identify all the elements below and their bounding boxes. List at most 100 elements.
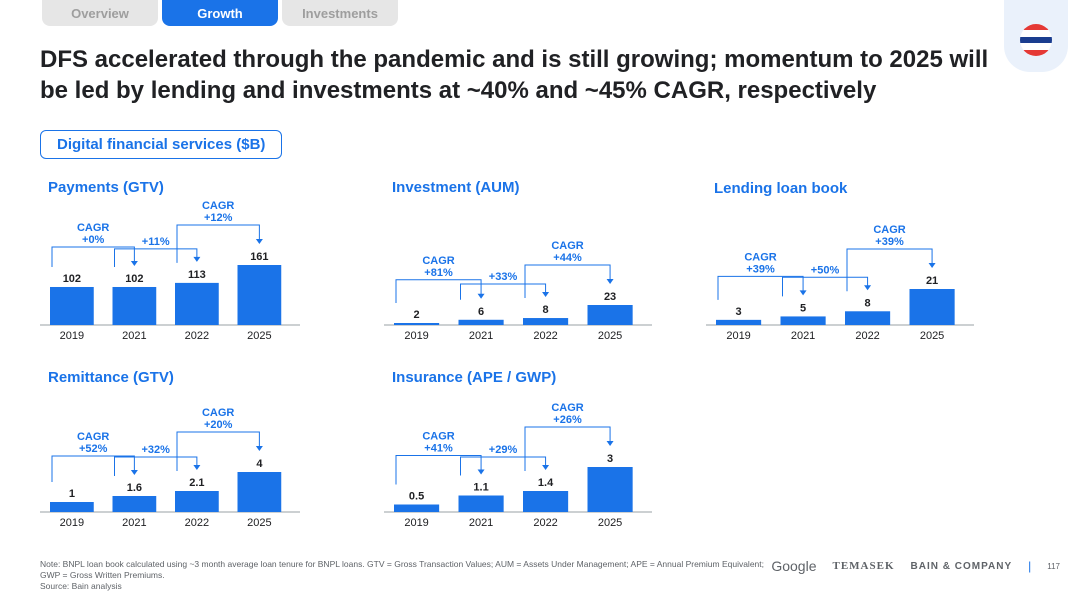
chart-title: Insurance (APE / GWP) xyxy=(392,369,556,386)
arrow-icon xyxy=(193,256,201,262)
data-label: 1.6 xyxy=(127,482,142,494)
logo-bar: Google TEMASEK BAIN & COMPANY | 117 xyxy=(771,558,1060,574)
arrow-icon xyxy=(606,441,614,446)
data-label: 113 xyxy=(188,269,206,281)
tab-overview[interactable]: Overview xyxy=(42,0,158,26)
arrow-icon xyxy=(130,260,138,266)
cagr-label: CAGR xyxy=(77,431,109,443)
flag-stripe xyxy=(1020,30,1052,37)
arrow-icon xyxy=(193,465,201,470)
tick-label: 2025 xyxy=(247,517,271,529)
cagr-label: CAGR xyxy=(422,255,454,267)
tick-label: 2025 xyxy=(598,330,622,342)
bar xyxy=(175,491,219,512)
tick-label: 2025 xyxy=(598,517,622,529)
chart-1: Investment (AUM) 2 2019 6 2021 8 2022 23 2025 CAG… xyxy=(384,179,652,342)
arrow-icon xyxy=(542,465,550,470)
cagr-label: CAGR xyxy=(202,200,234,212)
bar xyxy=(112,496,157,512)
cagr-bracket xyxy=(51,455,135,482)
tick-label: 2021 xyxy=(122,330,146,342)
cagr-label: +29% xyxy=(489,444,518,456)
tick-label: 2021 xyxy=(469,517,493,529)
cagr-label: +39% xyxy=(746,263,775,275)
data-label: 2.1 xyxy=(189,477,204,489)
cagr-bracket xyxy=(846,248,933,292)
tick-label: 2022 xyxy=(185,517,209,529)
arrow-icon xyxy=(477,293,485,299)
cagr-label: CAGR xyxy=(77,222,109,234)
bar xyxy=(587,467,633,512)
bar xyxy=(458,319,504,325)
thailand-flag-icon xyxy=(1020,24,1052,56)
cagr-label: +32% xyxy=(141,444,170,456)
tick-label: 2021 xyxy=(122,517,146,529)
tick-label: 2025 xyxy=(920,330,944,342)
cagr-bracket xyxy=(114,456,198,476)
footnote: Note: BNPL loan book calculated using ~3… xyxy=(40,559,770,592)
arrow-icon xyxy=(255,239,263,244)
data-label: 21 xyxy=(926,275,938,287)
data-label: 8 xyxy=(543,304,549,316)
chart-title: Remittance (GTV) xyxy=(48,369,174,386)
tick-label: 2021 xyxy=(469,330,493,342)
bar xyxy=(523,318,569,325)
chart-title: Lending loan book xyxy=(714,180,848,197)
section-label: Digital financial services ($B) xyxy=(40,130,283,159)
chart-0: Payments (GTV) 102 2019 102 2021 113 2022 161 20… xyxy=(40,179,300,342)
data-label: 1.4 xyxy=(538,477,554,489)
tick-label: 2022 xyxy=(855,330,879,342)
data-label: 3 xyxy=(607,453,613,465)
cagr-label: +11% xyxy=(142,236,170,248)
bar xyxy=(845,311,891,325)
data-label: 1.1 xyxy=(473,482,488,494)
data-label: 161 xyxy=(250,251,268,263)
tick-label: 2019 xyxy=(404,330,428,342)
data-label: 23 xyxy=(604,291,616,303)
data-label: 5 xyxy=(800,302,806,314)
tick-label: 2022 xyxy=(533,517,557,529)
data-label: 6 xyxy=(478,306,484,318)
cagr-label: CAGR xyxy=(551,402,583,414)
cagr-bracket xyxy=(460,456,547,476)
data-label: 2 xyxy=(414,309,420,321)
data-label: 3 xyxy=(736,306,742,318)
chart-2: Lending loan book 3 2019 5 2021 8 2022 21 2025 CA… xyxy=(706,180,974,342)
cagr-bracket xyxy=(782,276,869,297)
flag-stripe xyxy=(1020,49,1052,56)
cagr-bracket xyxy=(51,246,135,267)
chart-4: Insurance (APE / GWP) 0.5 2019 1.1 2021 1.4 20… xyxy=(384,369,652,529)
chart-3: Remittance (GTV) 1 2019 1.6 2021 2.1 2022 4 2025… xyxy=(40,369,300,529)
bar xyxy=(394,323,440,325)
cagr-bracket xyxy=(395,455,482,485)
cagr-bracket xyxy=(460,283,547,300)
tick-label: 2019 xyxy=(60,517,84,529)
cagr-label: +20% xyxy=(204,419,233,431)
cagr-label: +26% xyxy=(553,414,582,426)
bar xyxy=(780,316,826,325)
data-label: 4 xyxy=(256,458,263,470)
arrow-icon xyxy=(477,469,485,475)
arrow-icon xyxy=(130,470,138,475)
temasek-logo: TEMASEK xyxy=(832,560,895,572)
tab-growth[interactable]: Growth xyxy=(162,0,278,26)
tick-label: 2021 xyxy=(791,330,815,342)
data-label: 0.5 xyxy=(409,491,424,503)
arrow-icon xyxy=(799,290,807,296)
bar xyxy=(458,495,504,512)
flag-stripe xyxy=(1020,43,1052,50)
cagr-label: +52% xyxy=(79,443,108,455)
tab-investments[interactable]: Investments xyxy=(282,0,398,26)
bar xyxy=(50,502,94,512)
cagr-label: +41% xyxy=(424,443,453,455)
country-flag-badge xyxy=(1004,0,1068,72)
cagr-label: +33% xyxy=(489,271,518,283)
flag-stripe xyxy=(1020,36,1052,44)
cagr-label: CAGR xyxy=(744,251,776,263)
bar xyxy=(716,319,762,325)
data-label: 1 xyxy=(69,488,75,500)
cagr-label: CAGR xyxy=(422,431,454,443)
flag-stripe xyxy=(1020,24,1052,31)
data-label: 8 xyxy=(865,297,871,309)
cagr-bracket xyxy=(717,275,804,300)
